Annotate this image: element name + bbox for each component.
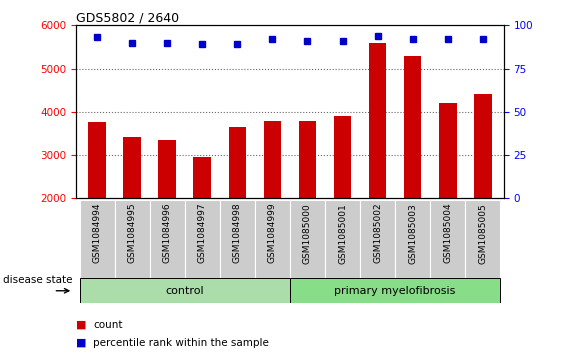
Text: ■: ■	[76, 320, 87, 330]
Bar	[290, 278, 501, 303]
Bar	[123, 138, 141, 198]
Bar	[255, 200, 290, 278]
Text: ■: ■	[76, 338, 87, 348]
Text: GSM1084995: GSM1084995	[128, 203, 137, 264]
Bar	[474, 94, 491, 198]
Bar	[395, 200, 430, 278]
Text: percentile rank within the sample: percentile rank within the sample	[93, 338, 269, 348]
Bar	[404, 56, 422, 198]
Bar	[194, 157, 211, 198]
Text: GSM1084996: GSM1084996	[163, 203, 172, 264]
Bar	[369, 43, 386, 198]
Bar	[220, 200, 255, 278]
Text: control: control	[166, 286, 204, 296]
Text: count: count	[93, 320, 122, 330]
Bar	[360, 200, 395, 278]
Text: GSM1085002: GSM1085002	[373, 203, 382, 264]
Text: GSM1085000: GSM1085000	[303, 203, 312, 264]
Text: GSM1084999: GSM1084999	[268, 203, 277, 264]
Bar	[150, 200, 185, 278]
Text: GSM1085005: GSM1085005	[479, 203, 488, 264]
Bar	[115, 200, 150, 278]
Bar	[299, 121, 316, 198]
Bar	[430, 200, 465, 278]
Bar	[88, 122, 106, 198]
Bar	[290, 200, 325, 278]
Text: primary myelofibrosis: primary myelofibrosis	[334, 286, 456, 296]
Bar	[263, 121, 281, 198]
Text: GSM1085004: GSM1085004	[443, 203, 452, 264]
Bar	[79, 200, 115, 278]
Bar	[79, 278, 290, 303]
Bar	[185, 200, 220, 278]
Bar	[334, 116, 351, 198]
Bar	[439, 103, 457, 198]
Text: GSM1084998: GSM1084998	[233, 203, 242, 264]
Text: disease state: disease state	[3, 275, 72, 285]
Bar	[465, 200, 501, 278]
Text: GSM1085001: GSM1085001	[338, 203, 347, 264]
Text: GSM1085003: GSM1085003	[408, 203, 417, 264]
Text: GSM1084994: GSM1084994	[92, 203, 101, 263]
Text: GSM1084997: GSM1084997	[198, 203, 207, 264]
Bar	[325, 200, 360, 278]
Bar	[229, 127, 246, 198]
Text: GDS5802 / 2640: GDS5802 / 2640	[76, 11, 179, 24]
Bar	[158, 140, 176, 198]
